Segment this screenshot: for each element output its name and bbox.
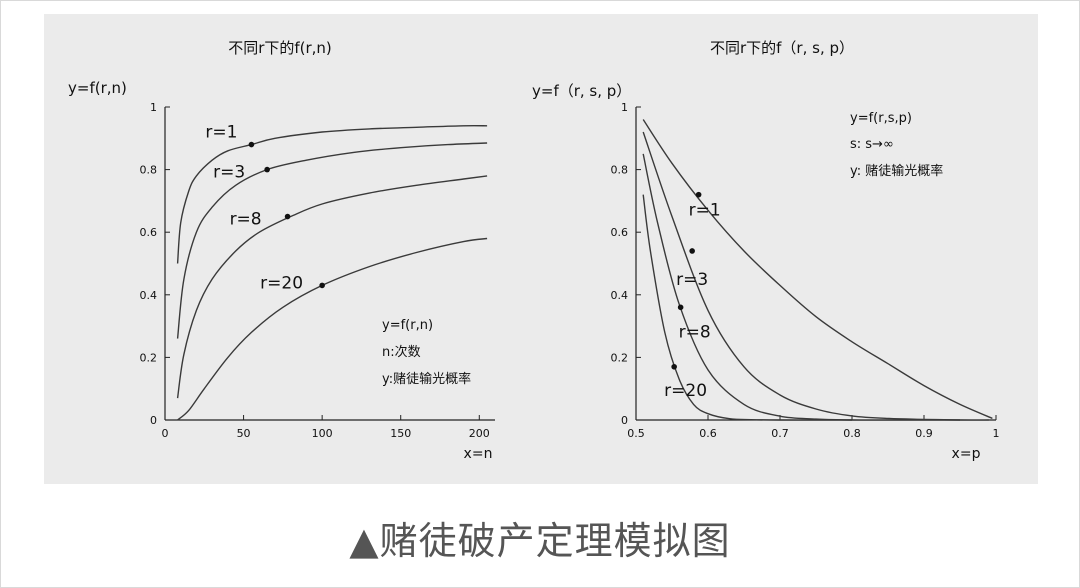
left-series-line-r20 <box>177 237 488 421</box>
left-series-marker-r3 <box>264 166 270 173</box>
right-y-tick-label: 0.8 <box>611 164 629 177</box>
left-legend-line-1: y=f(r,n) <box>382 318 433 333</box>
left-series-marker-r1 <box>248 141 255 148</box>
right-legend-line-3: y: 赌徒输光概率 <box>850 163 943 179</box>
left-x-tick-label: 0 <box>162 427 169 440</box>
right-y-tick-label: 1 <box>621 101 628 114</box>
left-y-tick-label: 0.2 <box>140 351 158 364</box>
left-x-tick-label: 150 <box>390 427 411 440</box>
right-x-axis-label: x=p <box>952 446 981 462</box>
right-series-line-r8 <box>642 153 960 421</box>
left-y-tick-label: 0.8 <box>140 164 158 177</box>
right-series-line-r20 <box>642 194 852 421</box>
left-x-tick-label: 50 <box>237 427 251 440</box>
chart-left: 不同r下的f(r,n) y=f(r,n) x=n y=f(r,n) n:次数 y… <box>68 39 495 462</box>
chart-right: 不同r下的f（r, s, p） y=f（r, s, p） x=p y=f(r,s… <box>532 39 1000 462</box>
left-series-line-r8 <box>176 175 488 399</box>
left-legend-line-3: y:赌徒输光概率 <box>382 371 471 387</box>
left-chart-title: 不同r下的f(r,n) <box>228 39 332 57</box>
charts-svg: 不同r下的f(r,n) y=f(r,n) x=n y=f(r,n) n:次数 y… <box>68 39 1000 462</box>
right-x-tick-label: 0.6 <box>699 427 717 440</box>
right-y-axis-label: y=f（r, s, p） <box>532 82 631 100</box>
left-legend-box: y=f(r,n) n:次数 y:赌徒输光概率 <box>382 318 471 387</box>
left-y-tick-label: 0 <box>150 414 157 427</box>
right-series-marker-r8 <box>677 304 684 311</box>
left-series-label-r20: r=20 <box>260 273 303 293</box>
left-x-tick-label: 100 <box>312 427 333 440</box>
right-x-tick-label: 0.7 <box>771 427 789 440</box>
left-x-axis-label: x=n <box>464 446 493 462</box>
left-x-tick-label: 200 <box>469 427 490 440</box>
right-x-tick-label: 0.9 <box>915 427 933 440</box>
right-series-label-r8: r=8 <box>679 322 711 342</box>
right-y-tick-label: 0.4 <box>611 289 629 302</box>
figure-caption: ▲赌徒破产定理模拟图 <box>349 519 731 563</box>
right-x-tick-label: 0.5 <box>627 427 645 440</box>
left-y-tick-label: 0.6 <box>140 226 158 239</box>
right-chart-title: 不同r下的f（r, s, p） <box>710 39 854 57</box>
right-legend-line-1: y=f(r,s,p) <box>850 111 912 126</box>
right-y-tick-label: 0.2 <box>611 351 629 364</box>
chart-panel <box>44 14 1038 484</box>
right-series-label-r3: r=3 <box>676 270 708 290</box>
right-series-label-r20: r=20 <box>664 381 707 401</box>
right-series-marker-r20 <box>671 363 677 370</box>
left-series-marker-r20 <box>319 282 325 289</box>
right-legend-line-2: s: s→∞ <box>850 137 894 152</box>
right-y-tick-label: 0.6 <box>611 226 629 239</box>
left-y-axis-label: y=f(r,n) <box>68 79 127 97</box>
left-legend-line-2: n:次数 <box>382 344 421 360</box>
right-series-label-r1: r=1 <box>689 201 721 221</box>
right-x-tick-label: 0.8 <box>843 427 861 440</box>
left-series-label-r1: r=1 <box>205 123 237 143</box>
right-y-tick-label: 0 <box>621 414 628 427</box>
right-legend-box: y=f(r,s,p) s: s→∞ y: 赌徒输光概率 <box>850 111 943 179</box>
right-series-marker-r3 <box>689 248 695 254</box>
right-series-marker-r1 <box>695 191 702 198</box>
left-y-tick-label: 0.4 <box>140 289 158 302</box>
right-x-tick-label: 1 <box>993 427 1000 440</box>
left-series-marker-r8 <box>284 213 291 220</box>
left-series-label-r3: r=3 <box>213 163 245 183</box>
left-y-tick-label: 1 <box>150 101 157 114</box>
left-series-label-r8: r=8 <box>230 210 262 230</box>
